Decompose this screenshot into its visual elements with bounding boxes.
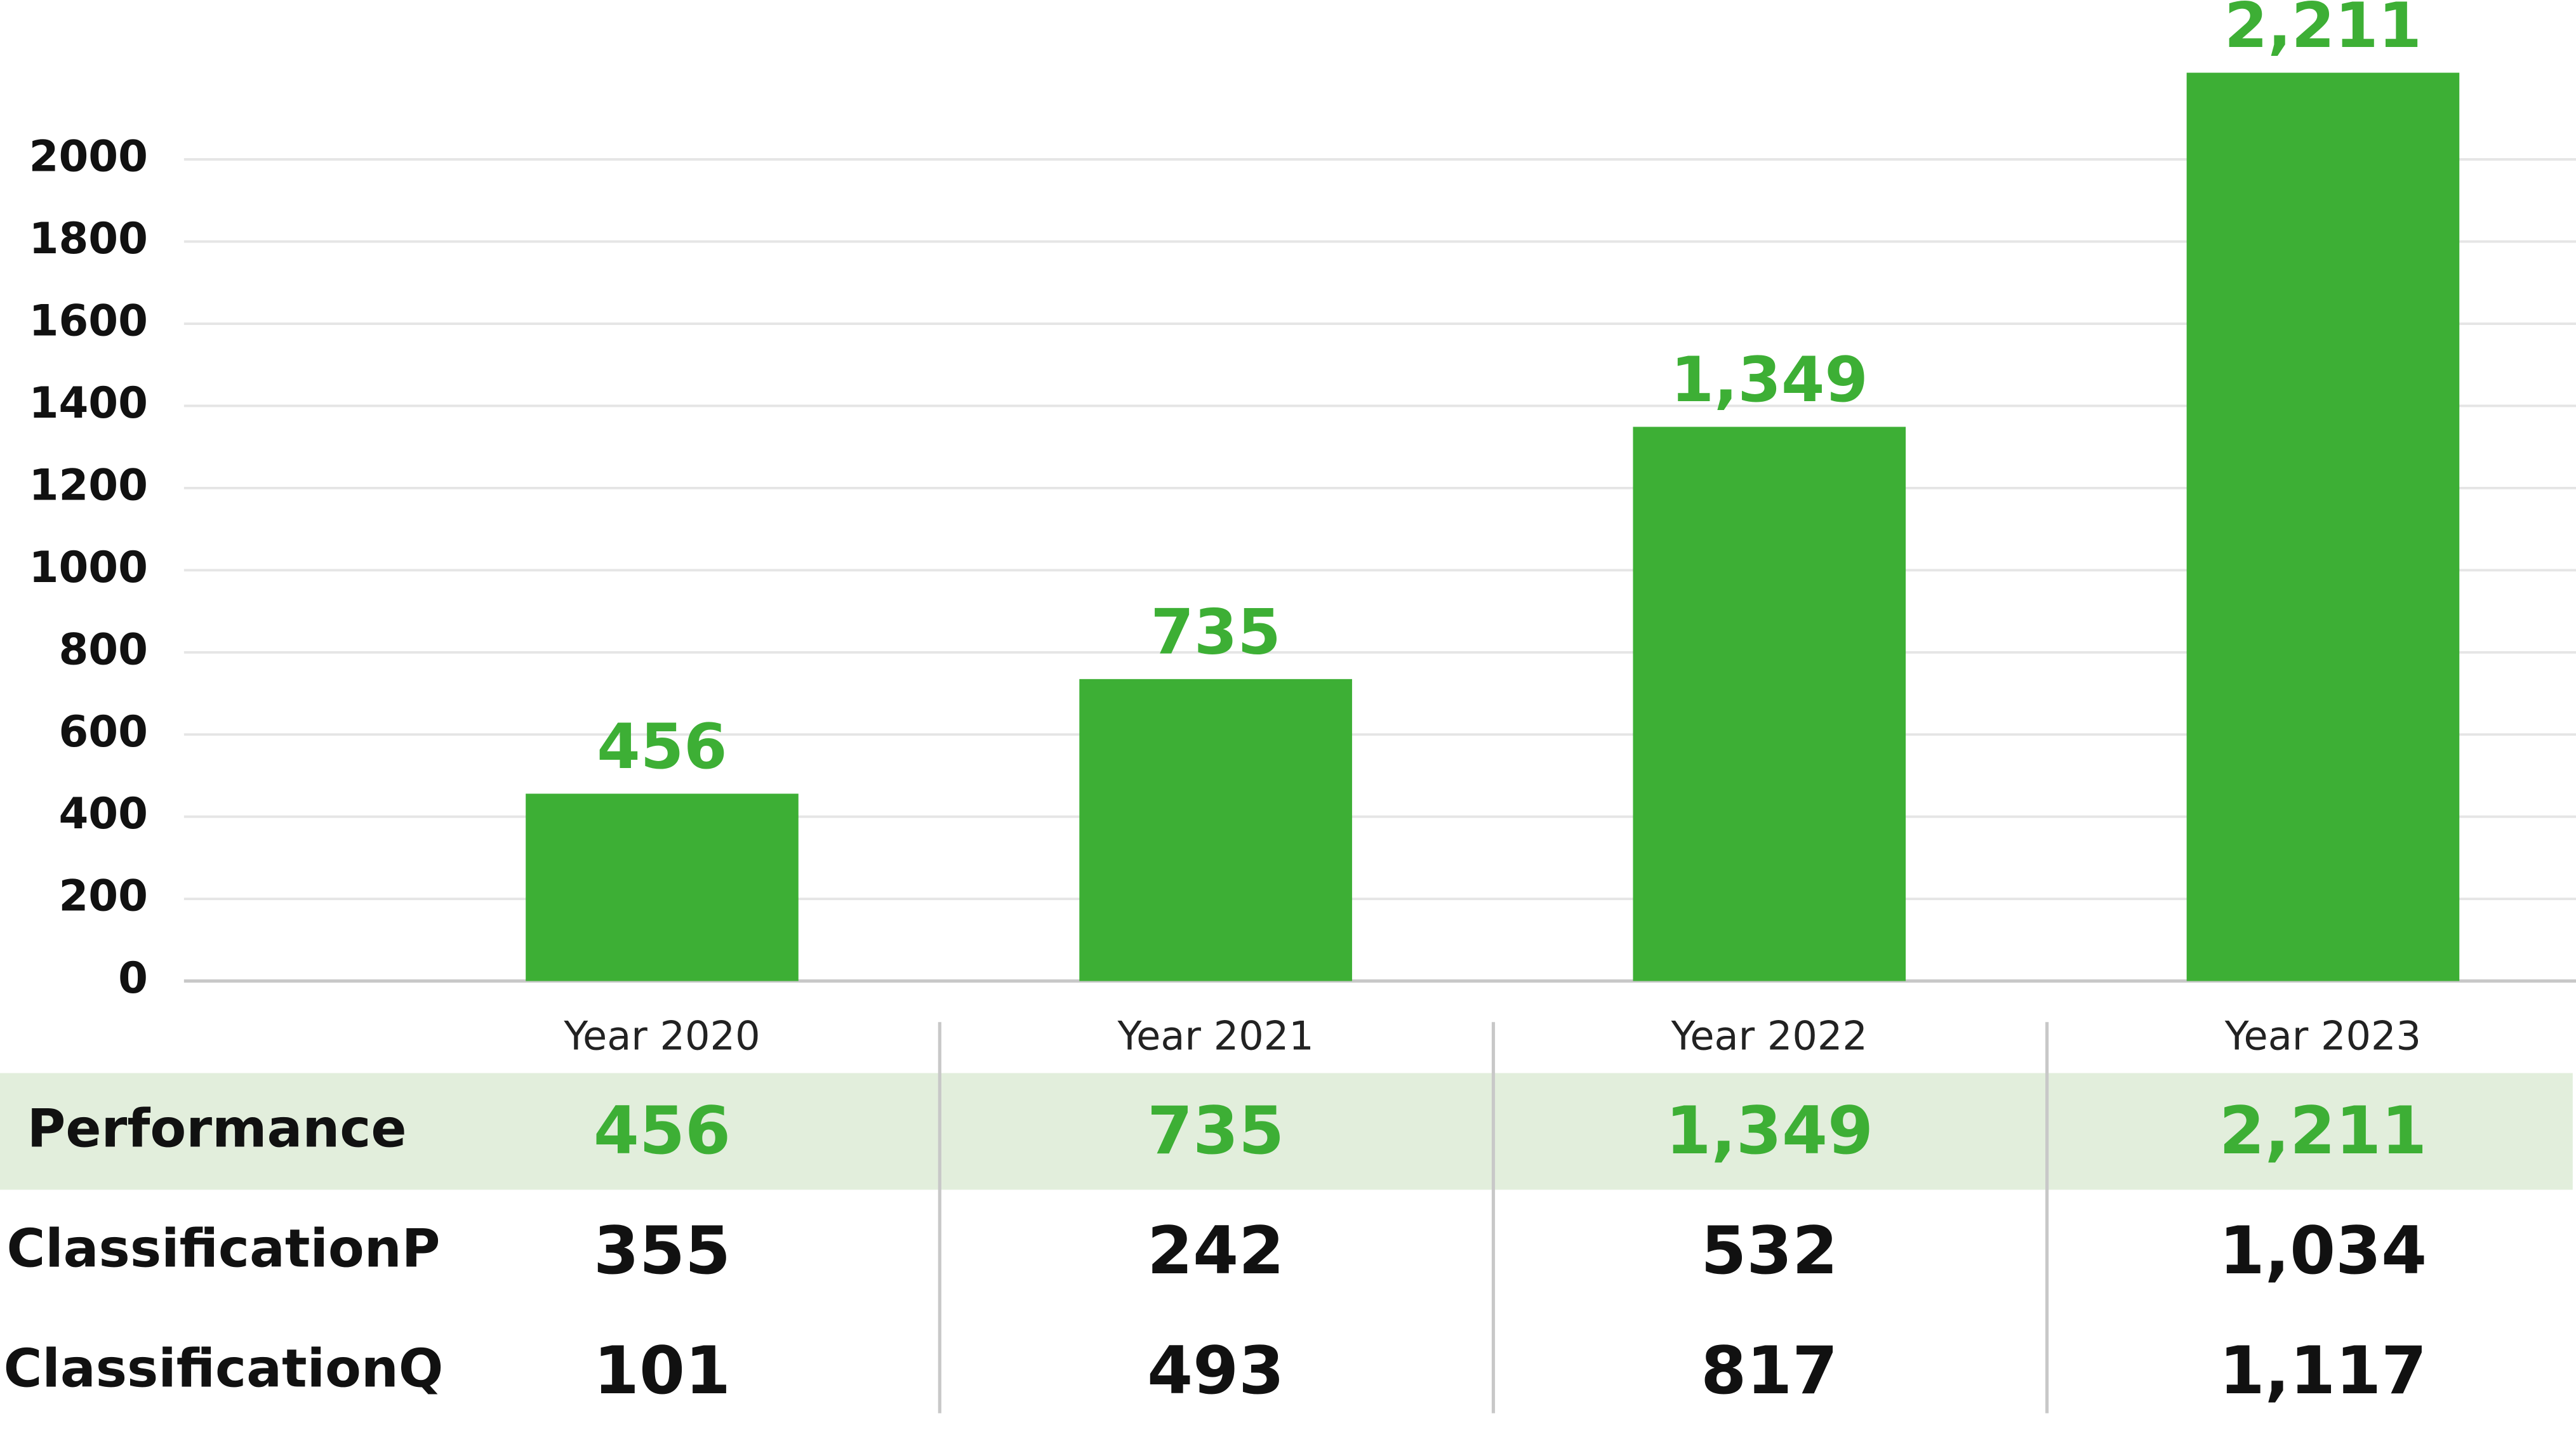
table-cell: 532 xyxy=(1701,1213,1838,1289)
table-cell: 242 xyxy=(1147,1213,1284,1289)
y-tick-label: 200 xyxy=(58,871,147,921)
y-tick-label: 400 xyxy=(58,789,147,838)
table-cell: 817 xyxy=(1701,1333,1838,1409)
table-cell: 1,117 xyxy=(2219,1333,2427,1409)
row-label: ClassificationP xyxy=(7,1218,441,1280)
table-cell: 735 xyxy=(1147,1093,1284,1169)
row-label: Performance xyxy=(27,1098,407,1160)
x-tick-label: Year 2022 xyxy=(1671,1012,1868,1059)
y-tick-label: 0 xyxy=(118,953,148,1003)
x-tick-label: Year 2021 xyxy=(1117,1012,1313,1059)
y-tick-label: 1800 xyxy=(29,214,148,263)
data-label: 735 xyxy=(1150,596,1280,668)
x-tick-label: Year 2023 xyxy=(2224,1012,2421,1059)
row-label: ClassificationQ xyxy=(4,1338,444,1400)
bar xyxy=(526,793,799,981)
y-tick-label: 600 xyxy=(58,707,147,757)
table-cell: 456 xyxy=(594,1093,731,1169)
y-tick-label: 1400 xyxy=(29,378,148,428)
y-tick-label: 1200 xyxy=(29,460,148,510)
table-cell: 1,034 xyxy=(2219,1213,2427,1289)
data-label: 1,349 xyxy=(1671,344,1868,416)
table-cell: 2,211 xyxy=(2219,1093,2427,1169)
highlight-row xyxy=(0,1073,2573,1190)
x-tick-label: Year 2020 xyxy=(563,1012,760,1059)
table-cell: 493 xyxy=(1147,1333,1284,1409)
y-tick-label: 800 xyxy=(58,625,147,674)
y-tick-label: 1600 xyxy=(29,296,148,346)
data-label: 456 xyxy=(597,711,727,783)
bar xyxy=(1633,427,1906,981)
bar xyxy=(2186,72,2460,981)
table-cell: 101 xyxy=(594,1333,731,1409)
table-cell: 1,349 xyxy=(1666,1093,1873,1169)
bar xyxy=(1079,679,1352,981)
table-cell: 355 xyxy=(594,1213,731,1289)
y-tick-label: 1000 xyxy=(29,543,148,592)
data-label: 2,211 xyxy=(2224,0,2422,62)
y-tick-label: 2000 xyxy=(29,132,148,182)
